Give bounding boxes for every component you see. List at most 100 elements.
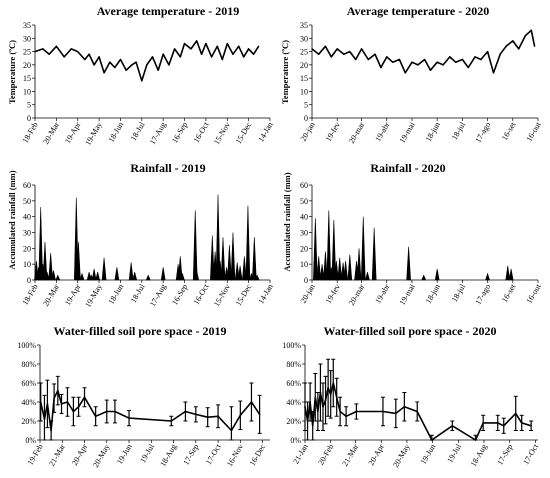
data-point — [206, 416, 209, 419]
rain-bar — [254, 274, 260, 281]
rain-bar — [316, 256, 322, 281]
x-tick-label: 16-set — [500, 120, 518, 142]
data-point — [39, 401, 42, 403]
plot-area — [34, 40, 260, 82]
x-tick-label: 16-Oct — [192, 282, 211, 306]
data-point — [114, 66, 116, 69]
x-tick-label: 19-May — [83, 121, 103, 147]
y-tick-label: 10 — [23, 87, 31, 96]
x-tick-label: 20-mar — [347, 120, 367, 145]
data-point — [258, 45, 260, 47]
y-tick-label: 0 — [304, 114, 308, 123]
y-tick-label: 20 — [23, 61, 31, 70]
data-point — [482, 422, 484, 424]
data-point — [411, 61, 413, 63]
data-point — [386, 56, 388, 58]
rain-bar — [230, 232, 236, 281]
rain-bar — [160, 267, 166, 281]
series-line — [34, 40, 260, 82]
x-tick-label: 18-Jun — [107, 283, 126, 306]
data-point — [505, 45, 507, 47]
y-tick-labels: 0 5 10 15 20 25 30 35 — [300, 21, 312, 123]
y-tick-labels: 0 5 10 15 20 25 30 35 — [23, 21, 35, 123]
chart-title: Water-filled soil pore space - 2019 — [54, 324, 227, 338]
x-tick-label: 20-jan — [299, 283, 317, 305]
panel-rainfall-2019: Rainfall - 2019 Accumulated rainfall (mm… — [7, 161, 275, 309]
data-point — [398, 58, 400, 61]
y-axis-label: Temperature (ºC) — [280, 40, 290, 104]
data-point — [168, 64, 170, 66]
data-point — [196, 40, 198, 42]
rain-bar — [128, 262, 134, 281]
axes — [34, 185, 270, 281]
x-tick-label: 16-out — [524, 282, 543, 305]
x-tick-label: 18-Aug — [158, 443, 178, 469]
data-point — [173, 48, 176, 50]
rain-bar — [245, 205, 251, 281]
data-point — [114, 410, 116, 413]
data-point — [355, 410, 358, 413]
data-point — [336, 48, 338, 50]
x-tick-label: 19-May — [83, 283, 103, 309]
x-tick-label: 18-jun — [424, 121, 442, 144]
x-tick-label: 17-Oct — [521, 442, 540, 466]
x-tick-label: 18-Aug — [469, 443, 489, 469]
data-point — [42, 48, 44, 50]
data-point — [128, 417, 130, 419]
data-point — [417, 64, 419, 66]
x-tick-label: 15-Nov — [212, 283, 232, 309]
axes — [34, 25, 270, 119]
y-tick-label: 25 — [23, 48, 31, 57]
data-point — [430, 439, 433, 441]
x-tick-label: 18-Jul — [129, 120, 147, 142]
y-tick-labels: 0 10 20 30 40 50 60 — [300, 181, 312, 285]
panel-wfps-2019: Water-filled soil pore space - 2019 0% 20… — [17, 324, 270, 469]
data-point — [88, 53, 90, 55]
rain-bar — [44, 272, 50, 281]
x-tick-label: 20-jan — [299, 121, 317, 143]
x-tick-label: 17-ago — [473, 121, 492, 145]
x-tick-labels: 18-Feb 20-Mar 19-Apr 19-May 18-Jun 18-Jul 17-A… — [21, 118, 275, 147]
x-tick-label: 20-Feb — [316, 443, 335, 467]
data-point — [211, 56, 213, 58]
data-point — [496, 422, 499, 424]
data-point — [216, 45, 218, 47]
data-point — [77, 50, 79, 53]
x-tick-label: 18-jul — [450, 120, 468, 142]
y-tick-label: 15 — [23, 74, 31, 83]
data-point — [83, 396, 86, 399]
rain-bar — [252, 237, 257, 281]
data-point — [243, 56, 245, 58]
y-tick-label: 40 — [23, 213, 31, 222]
y-tick-label: 0 — [27, 276, 31, 285]
data-point — [179, 56, 181, 58]
rain-bar — [505, 265, 511, 281]
series-line — [304, 382, 532, 441]
x-tick-label: 17-Sep — [181, 443, 200, 467]
rain-bar — [114, 267, 120, 281]
rain-bar — [365, 272, 370, 281]
rain-bar — [227, 245, 232, 281]
x-tick-label: 19-Jun — [419, 443, 438, 466]
rain-bar — [319, 264, 325, 281]
data-point — [311, 424, 314, 427]
plot-area — [313, 210, 514, 281]
y-tick-label: 80% — [286, 360, 301, 369]
data-point — [360, 48, 363, 50]
data-point — [125, 69, 127, 71]
x-tick-label: 18-Jun — [107, 121, 126, 144]
data-point — [309, 401, 311, 403]
data-point — [474, 439, 477, 441]
y-tick-label: 40% — [286, 398, 301, 407]
rain-bar — [406, 246, 411, 281]
rain-bar — [76, 241, 81, 281]
rain-bar — [242, 256, 247, 281]
x-tick-label: 20-mar — [347, 282, 367, 307]
x-tick-label: 16-out — [524, 120, 543, 143]
panel-rainfall-2020: Rainfall - 2020 Accumulated rainfall (mm… — [282, 161, 543, 307]
data-point — [248, 48, 250, 50]
rain-bar — [132, 272, 138, 281]
data-point — [339, 410, 341, 413]
x-tick-label: 19-mai — [398, 282, 418, 307]
